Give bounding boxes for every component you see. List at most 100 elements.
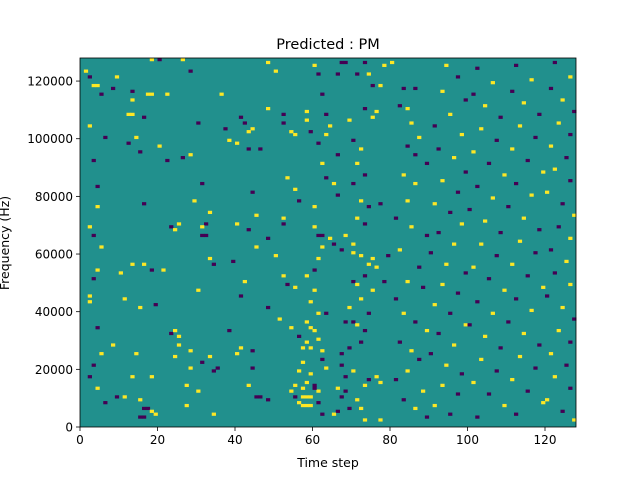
heatmap-cell <box>359 254 364 258</box>
heatmap-cell <box>541 401 546 405</box>
heatmap-cell <box>339 352 344 356</box>
heatmap-cell <box>397 248 402 252</box>
heatmap-cell <box>335 72 340 76</box>
heatmap-cell <box>320 245 325 249</box>
heatmap-cell <box>409 225 414 229</box>
heatmap-cell <box>568 75 573 79</box>
heatmap-cell <box>413 320 418 324</box>
heatmap-cell <box>161 268 166 272</box>
heatmap-cell <box>312 268 317 272</box>
heatmap-cell <box>514 297 519 301</box>
heatmap-cell <box>362 328 368 333</box>
heatmap-cell <box>521 331 526 336</box>
heatmap-cell <box>471 92 476 96</box>
heatmap-cell <box>103 135 108 140</box>
heatmap-cell <box>196 121 201 125</box>
heatmap-cell <box>277 317 282 321</box>
heatmap-cell <box>300 395 306 399</box>
heatmap-cell <box>455 190 461 194</box>
heatmap-cell <box>304 274 309 278</box>
heatmap-cell <box>281 112 286 116</box>
heatmap-cell <box>266 236 271 240</box>
heatmap-cell <box>169 225 174 229</box>
heatmap-background <box>80 58 576 427</box>
heatmap-cell <box>405 144 410 148</box>
heatmap-cell <box>448 311 453 315</box>
heatmap-cell <box>494 369 499 373</box>
heatmap-cell <box>114 395 120 399</box>
heatmap-cell <box>215 366 220 370</box>
heatmap-cell <box>359 147 364 151</box>
heatmap-cell <box>374 109 379 114</box>
heatmap-cell <box>471 380 476 385</box>
y-tick-label: 40000 <box>35 305 73 319</box>
heatmap-cell <box>134 135 139 140</box>
heatmap-cell <box>506 205 511 209</box>
heatmap-cell <box>188 366 193 370</box>
heatmap-cell <box>424 415 430 419</box>
heatmap-cell <box>297 199 302 203</box>
heatmap-cell <box>308 300 313 304</box>
heatmap-cell <box>440 282 445 287</box>
heatmap-cell <box>138 150 143 154</box>
x-tick-label: 40 <box>227 433 242 447</box>
heatmap-cell <box>475 184 480 189</box>
heatmap-cell <box>293 132 298 137</box>
heatmap-cell <box>250 349 255 353</box>
heatmap-cell <box>351 181 356 186</box>
heatmap-cell <box>351 251 356 255</box>
heatmap-cell <box>142 202 147 206</box>
heatmap-cell <box>486 161 492 166</box>
heatmap-cell <box>459 372 464 376</box>
chart-title: Predicted : PM <box>276 37 379 53</box>
heatmap-cell <box>285 176 290 180</box>
heatmap-cell <box>293 383 298 387</box>
heatmap-cell <box>312 225 317 229</box>
heatmap-cell <box>483 219 488 223</box>
heatmap-cell <box>173 354 178 359</box>
heatmap-cell <box>401 311 406 315</box>
heatmap-cell <box>211 262 216 266</box>
plot-frame <box>79 57 577 428</box>
heatmap-cell <box>362 383 368 387</box>
heatmap-cell <box>343 320 348 324</box>
heatmap-cell <box>324 112 329 116</box>
heatmap-cell <box>246 383 251 387</box>
heatmap-cell <box>87 124 92 128</box>
heatmap-cell <box>339 248 344 252</box>
heatmap-cell <box>238 346 244 350</box>
heatmap-cell <box>502 403 507 408</box>
heatmap-cell <box>378 418 383 422</box>
heatmap-cell <box>444 63 449 67</box>
heatmap-cell <box>103 401 108 405</box>
heatmap-cell <box>293 395 298 399</box>
heatmap-cell <box>572 317 577 321</box>
heatmap-cell <box>572 418 577 422</box>
heatmap-cell <box>149 409 154 413</box>
heatmap-cell <box>204 233 209 238</box>
heatmap-cell <box>359 297 364 301</box>
heatmap-cell <box>149 375 154 379</box>
heatmap-cell <box>545 398 550 402</box>
heatmap-cell <box>99 352 104 356</box>
heatmap-cell <box>382 279 387 284</box>
heatmap-cell <box>552 271 557 275</box>
heatmap-cell <box>320 349 325 353</box>
heatmap-cell <box>351 279 356 284</box>
heatmap-cell <box>316 337 321 341</box>
heatmap-cell <box>362 173 368 177</box>
heatmap-cell <box>157 144 162 148</box>
heatmap-cell <box>316 233 321 238</box>
heatmap-cell <box>529 193 534 197</box>
heatmap-cell <box>378 202 383 206</box>
heatmap-cell <box>297 401 302 405</box>
heatmap-cell <box>355 282 360 287</box>
heatmap-cell <box>405 107 410 111</box>
heatmap-cell <box>436 147 441 151</box>
heatmap-cell <box>413 86 418 91</box>
heatmap-cell <box>145 92 151 96</box>
heatmap-cell <box>413 406 418 411</box>
heatmap-cell <box>312 205 317 209</box>
heatmap-cell <box>297 334 302 338</box>
heatmap-cell <box>91 83 96 88</box>
